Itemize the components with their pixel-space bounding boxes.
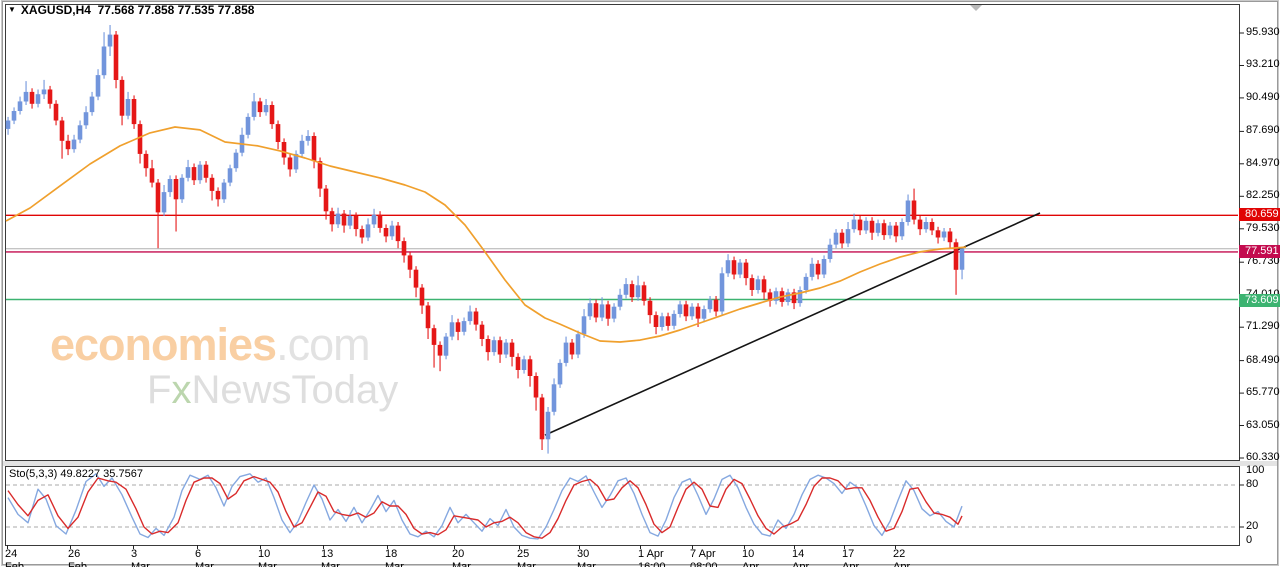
price-tick-label: 82.250 xyxy=(1246,189,1280,201)
price-tick-label: 93.210 xyxy=(1246,58,1280,70)
stochastic-indicator-label: Sto(5,3,3) 49.8227 35.7567 xyxy=(9,468,143,480)
time-tick-label: 3 Mar 08:00 xyxy=(131,548,150,567)
time-tick-label: 14 Apr 16:00 xyxy=(792,548,810,567)
symbol-period-label: XAGUSD,H4 xyxy=(20,3,91,17)
time-tick-label: 18 Mar 00:00 xyxy=(385,548,404,567)
symbol-dropdown-icon[interactable]: ▼ xyxy=(8,5,16,14)
stochastic-level-label: 20 xyxy=(1246,520,1259,532)
time-tick-label: 26 Feb 16:00 xyxy=(68,548,87,567)
price-tick-label: 84.970 xyxy=(1246,157,1280,169)
price-badge-77.591: 77.591 xyxy=(1239,245,1280,258)
price-badge-73.609: 73.609 xyxy=(1239,294,1280,307)
time-tick-label: 10 Apr 00:00 xyxy=(742,548,760,567)
time-tick-label: 1 Apr 16:00 xyxy=(638,548,666,567)
time-tick-label: 6 Mar 00:00 xyxy=(195,548,214,567)
price-tick-label: 87.690 xyxy=(1246,124,1280,136)
price-tick-label: 95.930 xyxy=(1246,26,1280,38)
stochastic-level-label: 80 xyxy=(1246,478,1259,490)
price-badge-80.659: 80.659 xyxy=(1239,208,1280,221)
watermark: economies.com FxNewsToday xyxy=(50,322,398,410)
quote-line: ▼ XAGUSD,H4 77.568 77.858 77.535 77.858 xyxy=(8,3,254,17)
price-tick-label: 90.490 xyxy=(1246,91,1280,103)
time-tick-label: 7 Apr 08:00 xyxy=(690,548,718,567)
watermark-subbrand: FxNewsToday xyxy=(147,368,399,412)
time-tick-label: 17 Apr 08:00 xyxy=(842,548,860,567)
price-tick-label: 76.730 xyxy=(1246,255,1280,267)
price-tick-label: 65.770 xyxy=(1246,386,1280,398)
time-tick-label: 13 Mar 08:00 xyxy=(321,548,340,567)
time-tick-label: 10 Mar 16:00 xyxy=(258,548,277,567)
time-tick-label: 25 Mar 08:00 xyxy=(517,548,536,567)
time-tick-label: 24 Feb 2026 xyxy=(5,548,24,567)
stochastic-level-label: 100 xyxy=(1246,464,1265,476)
ohlc-values: 77.568 77.858 77.535 77.858 xyxy=(97,3,255,17)
price-tick-label: 68.490 xyxy=(1246,354,1280,366)
watermark-brand: economies.com xyxy=(50,319,371,370)
price-tick-label: 79.530 xyxy=(1246,222,1280,234)
price-tick-label: 60.330 xyxy=(1246,451,1280,463)
price-tick-label: 71.290 xyxy=(1246,320,1280,332)
fx-x-glyph: x xyxy=(171,368,192,412)
time-tick-label: 30 Mar 00:00 xyxy=(577,548,596,567)
time-tick-label: 22 Apr 00:00 xyxy=(893,548,911,567)
price-tick-label: 63.050 xyxy=(1246,419,1280,431)
stochastic-level-label: 0 xyxy=(1246,534,1253,546)
time-tick-label: 20 Mar 16:00 xyxy=(452,548,471,567)
